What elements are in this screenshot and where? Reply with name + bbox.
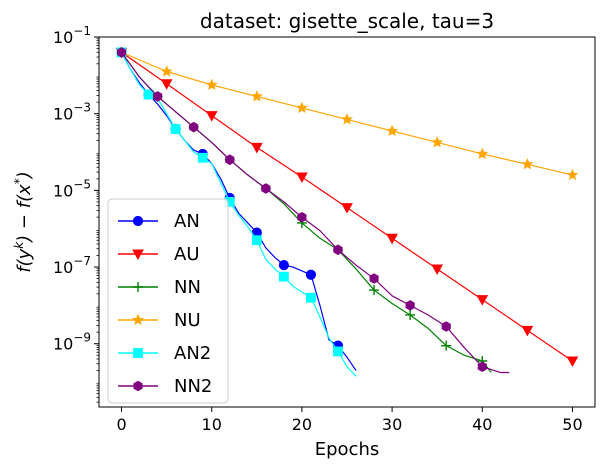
data-point-au <box>160 79 173 90</box>
data-point-nu <box>386 124 399 136</box>
data-point-nu <box>205 78 218 90</box>
data-point-au <box>521 325 534 337</box>
y-axis-label: f(yk) − f(x*) <box>12 171 35 273</box>
data-point-nn2 <box>297 211 307 223</box>
data-point-nn2 <box>261 183 271 194</box>
data-point-nn2 <box>116 47 127 58</box>
data-point-au <box>566 356 579 368</box>
legend-entry-nn2: NN2 <box>118 376 212 397</box>
y-tick-label: 10−1 <box>53 24 91 47</box>
data-point-an <box>278 260 289 271</box>
series-line-an2 <box>121 52 357 377</box>
x-tick-label: 40 <box>472 415 492 434</box>
legend-marker-nn2 <box>133 380 143 392</box>
legend-marker-nu <box>132 313 144 326</box>
data-point-au <box>250 142 263 154</box>
legend-marker-an <box>132 215 144 227</box>
plot-frame <box>98 36 596 408</box>
y-tick-label: 10−7 <box>53 254 91 277</box>
data-point-an2 <box>170 124 181 134</box>
legend: AN AU NN NU AN2 NN2 <box>107 198 229 404</box>
data-point-nu <box>521 158 534 170</box>
series-line-an <box>121 52 357 371</box>
data-point-an2 <box>197 152 208 163</box>
legend-label-nn2: NN2 <box>174 376 212 397</box>
y-tick-label: 10−5 <box>53 177 91 200</box>
legend-label-au: AU <box>174 244 200 265</box>
data-point-nu <box>295 101 308 114</box>
data-point-an <box>305 269 317 280</box>
data-point-au <box>205 111 218 122</box>
series-nu <box>115 46 579 181</box>
data-point-nn2 <box>477 361 487 373</box>
legend-entry-an: AN <box>118 211 200 232</box>
x-axis-label: Epochs <box>315 439 380 460</box>
y-axis-label-text: f(yk) − f(x*) <box>12 171 35 273</box>
series-nn2 <box>116 47 510 374</box>
data-point-an2 <box>251 235 262 246</box>
x-tick-label: 10 <box>202 415 222 434</box>
series-an2 <box>116 47 357 377</box>
y-tick-label: 10−3 <box>53 101 91 124</box>
legend-entry-nu: NU <box>118 310 201 331</box>
data-point-au <box>296 172 308 183</box>
data-point-nu <box>341 113 353 125</box>
data-point-nn2 <box>189 121 199 133</box>
data-point-nn2 <box>225 154 235 165</box>
data-point-au <box>476 295 489 306</box>
legend-label-an2: AN2 <box>174 343 211 364</box>
data-point-nu <box>250 90 263 102</box>
legend-label-nn: NN <box>174 277 201 298</box>
data-point-nu <box>476 147 489 160</box>
legend-entry-nn: NN <box>118 277 201 298</box>
legend-label-nu: NU <box>174 310 201 331</box>
data-point-nn <box>405 309 416 320</box>
data-point-nn <box>369 285 380 296</box>
data-point-au <box>341 203 353 214</box>
data-point-nu <box>160 65 173 77</box>
data-point-au <box>431 264 444 275</box>
legend-marker-nn <box>133 282 143 292</box>
x-tick-label: 50 <box>562 415 582 434</box>
data-point-nu <box>431 136 444 148</box>
legend-marker-au <box>132 249 144 261</box>
data-point-nn2 <box>369 273 379 284</box>
legend-entry-an2: AN2 <box>118 343 211 364</box>
chart-title: dataset: gisette_scale, tau=3 <box>200 9 494 33</box>
legend-marker-an2 <box>133 348 143 358</box>
series-line-nn2 <box>121 51 510 374</box>
y-tick-label: 10−9 <box>53 331 91 354</box>
data-point-nn2 <box>333 244 343 256</box>
data-point-nu <box>566 168 579 181</box>
data-point-nn2 <box>405 300 415 311</box>
data-point-an2 <box>333 346 343 357</box>
x-tick-label: 0 <box>116 415 126 434</box>
legend-box <box>107 198 229 404</box>
data-point-nn <box>441 340 452 351</box>
x-tick-label: 20 <box>292 415 312 434</box>
data-point-an2 <box>143 89 154 100</box>
x-tick-label: 30 <box>382 415 402 434</box>
data-point-an2 <box>306 292 316 303</box>
data-point-nn2 <box>153 91 163 102</box>
data-point-nn2 <box>441 321 451 332</box>
legend-entry-au: AU <box>118 244 200 265</box>
data-point-an2 <box>278 271 289 282</box>
data-point-au <box>386 233 398 245</box>
legend-label-an: AN <box>174 211 200 232</box>
